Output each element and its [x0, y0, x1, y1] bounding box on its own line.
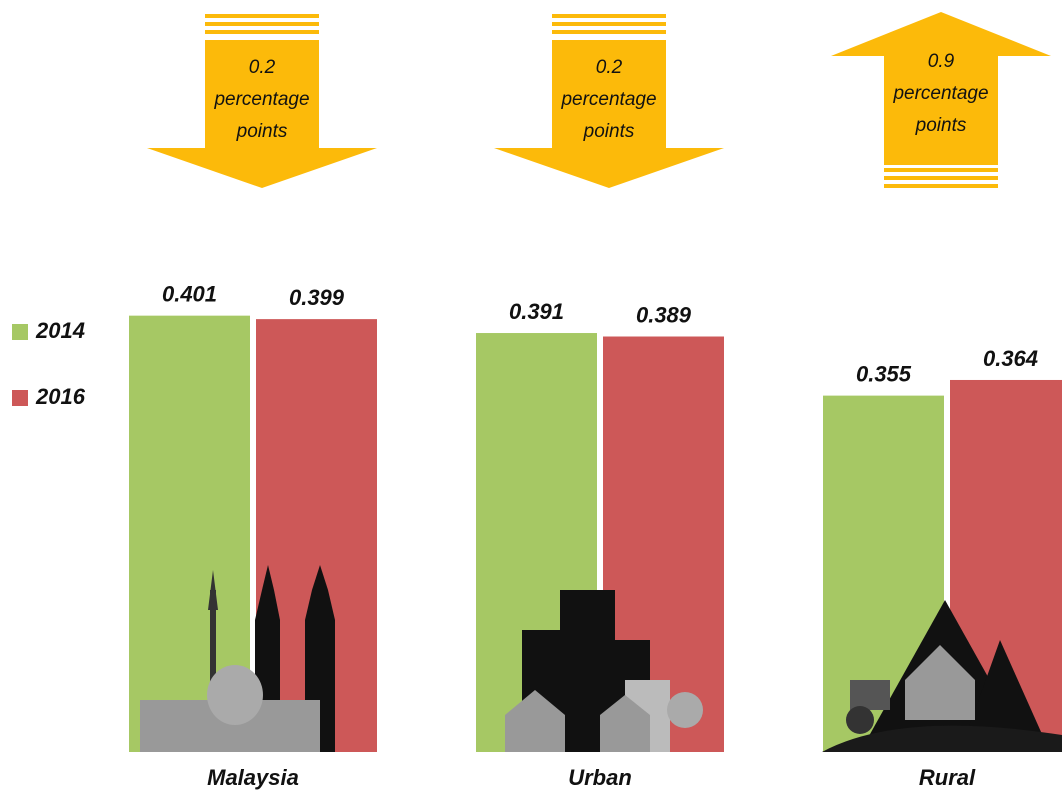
annotation: percentage	[892, 83, 988, 104]
illustration	[960, 640, 1050, 752]
arrow-shaft	[884, 55, 998, 165]
illustration	[600, 695, 650, 752]
arrow-stripe	[205, 22, 319, 26]
illustration	[667, 692, 703, 728]
arrow-stripe	[552, 30, 666, 34]
illustration	[208, 570, 218, 610]
arrow-stripe	[552, 22, 666, 26]
legend-label: 2016	[35, 384, 86, 409]
arrow-shaft	[205, 40, 319, 150]
data-label: 0.391	[509, 299, 564, 324]
arrow-head	[147, 148, 377, 188]
data-label: 0.364	[983, 346, 1038, 371]
legend-label: 2014	[35, 318, 85, 343]
annotation: 0.2	[596, 57, 623, 78]
annotation: percentage	[213, 89, 309, 110]
data-label: 0.399	[289, 285, 345, 310]
x-tick-label: Malaysia	[207, 765, 299, 790]
legend-swatch	[12, 390, 28, 406]
annotation: points	[915, 115, 967, 136]
illustration	[822, 725, 1062, 752]
arrow-stripe	[205, 30, 319, 34]
arrow-stripe	[205, 14, 319, 18]
illustration	[850, 680, 890, 710]
illustration	[905, 645, 975, 720]
illustrations	[140, 565, 1062, 752]
annotation: points	[583, 121, 635, 142]
illustration	[846, 706, 874, 734]
data-label: 0.401	[162, 281, 217, 306]
x-tick-label: Rural	[919, 765, 976, 790]
arrow-head	[494, 148, 724, 188]
annotation: percentage	[560, 89, 656, 110]
illustration	[505, 690, 565, 752]
x-tick-label: Urban	[568, 765, 632, 790]
annotation: 0.2	[249, 57, 276, 78]
data-label: 0.355	[856, 361, 912, 386]
annotation: points	[236, 121, 288, 142]
legend-swatch	[12, 324, 28, 340]
arrow-stripe	[884, 176, 998, 180]
data-label: 0.389	[636, 302, 692, 327]
arrow-stripe	[884, 184, 998, 188]
arrow-head	[831, 12, 1051, 56]
arrow-stripe	[884, 168, 998, 172]
illustration	[207, 665, 263, 725]
arrow-shaft	[552, 40, 666, 150]
illustration	[210, 590, 216, 752]
annotation: 0.9	[928, 51, 955, 72]
arrow-stripe	[552, 14, 666, 18]
